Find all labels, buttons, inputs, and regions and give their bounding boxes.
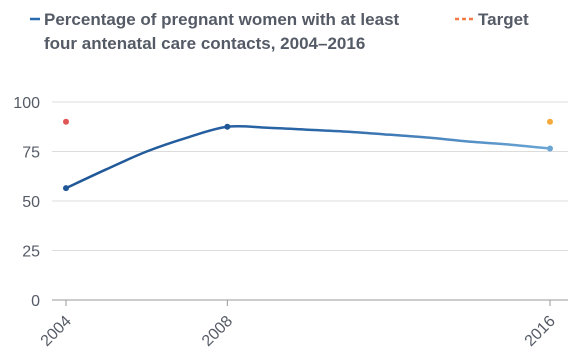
y-tick-label-25: 25	[22, 244, 40, 261]
series-target	[63, 118, 553, 125]
legend-label-target: Target	[478, 10, 529, 29]
legend-label-main-line-2: four antenatal care contacts, 2004–2016	[44, 34, 365, 53]
legend-item-target: Target	[455, 10, 529, 29]
series-main	[63, 123, 553, 192]
series-line-main	[64, 124, 552, 190]
x-axis: 2004 2008 2016	[38, 300, 559, 350]
y-tick-label-75: 75	[22, 145, 40, 162]
point-main-2008	[224, 123, 231, 130]
point-target-2016	[547, 118, 553, 125]
y-axis: 0 25 50 75 100	[13, 95, 40, 310]
legend-item-main: Percentage of pregnant women with at lea…	[30, 10, 400, 53]
x-tick-label-2004: 2004	[38, 313, 75, 350]
x-tick-label-2016: 2016	[522, 313, 559, 350]
point-main-2004	[63, 185, 69, 192]
y-tick-label-100: 100	[13, 95, 40, 112]
legend: Percentage of pregnant women with at lea…	[30, 10, 529, 53]
point-target-2004	[63, 118, 69, 125]
y-tick-label-0: 0	[31, 293, 40, 310]
point-main-2016	[547, 145, 553, 152]
x-tick-label-2008: 2008	[199, 313, 236, 350]
y-tick-label-50: 50	[22, 194, 40, 211]
grid	[52, 101, 568, 301]
legend-label-main-line-1: Percentage of pregnant women with at lea…	[44, 10, 400, 29]
